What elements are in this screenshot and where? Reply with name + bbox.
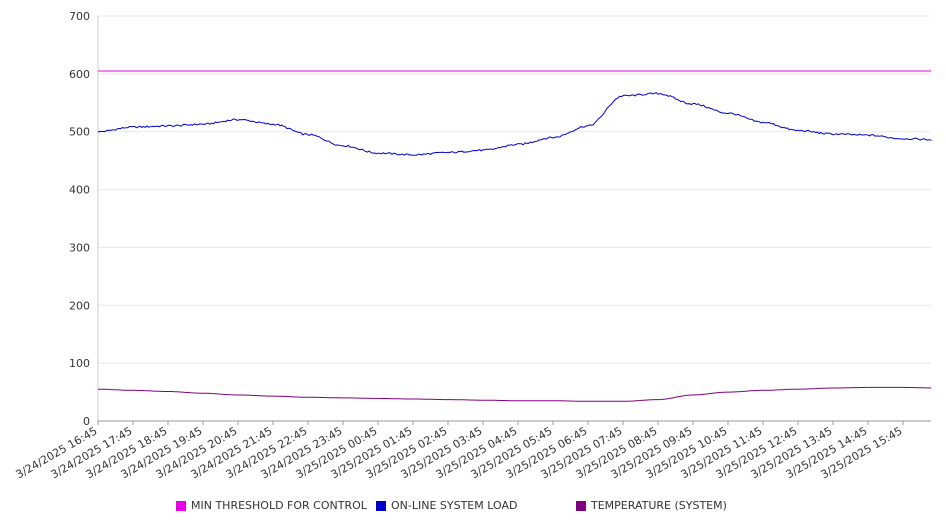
series-lines [97,70,932,402]
y-axis-ticks: 0 100 200 300 400 500 600 700 [69,10,90,428]
y-tick-label: 500 [69,126,90,139]
x-axis-ticks: 3/24/2025 16:453/24/2025 17:453/24/2025 … [14,421,905,481]
legend-label: MIN THRESHOLD FOR CONTROL [191,499,367,512]
y-tick-label: 600 [69,68,90,81]
legend-swatch [176,500,186,511]
legend-swatch [376,500,386,511]
y-tick-label: 700 [69,10,90,23]
series-line-temperature-system [98,386,932,402]
series-line-on-line-system-load [97,92,932,156]
axes [97,16,931,422]
legend-label: TEMPERATURE (SYSTEM) [591,499,727,512]
legend-item[interactable]: TEMPERATURE (SYSTEM) [576,499,727,512]
legend-item[interactable]: MIN THRESHOLD FOR CONTROL [176,499,367,512]
y-tick-label: 400 [69,184,90,197]
y-tick-label: 200 [69,299,90,312]
legend-label: ON-LINE SYSTEM LOAD [391,499,518,512]
chart-legend: MIN THRESHOLD FOR CONTROL ON-LINE SYSTEM … [0,499,946,513]
y-tick-label: 0 [83,415,90,428]
legend-item[interactable]: ON-LINE SYSTEM LOAD [376,499,517,512]
y-tick-label: 100 [69,357,90,370]
grid-lines [98,15,931,364]
legend-swatch [576,500,586,511]
y-tick-label: 300 [69,241,90,254]
